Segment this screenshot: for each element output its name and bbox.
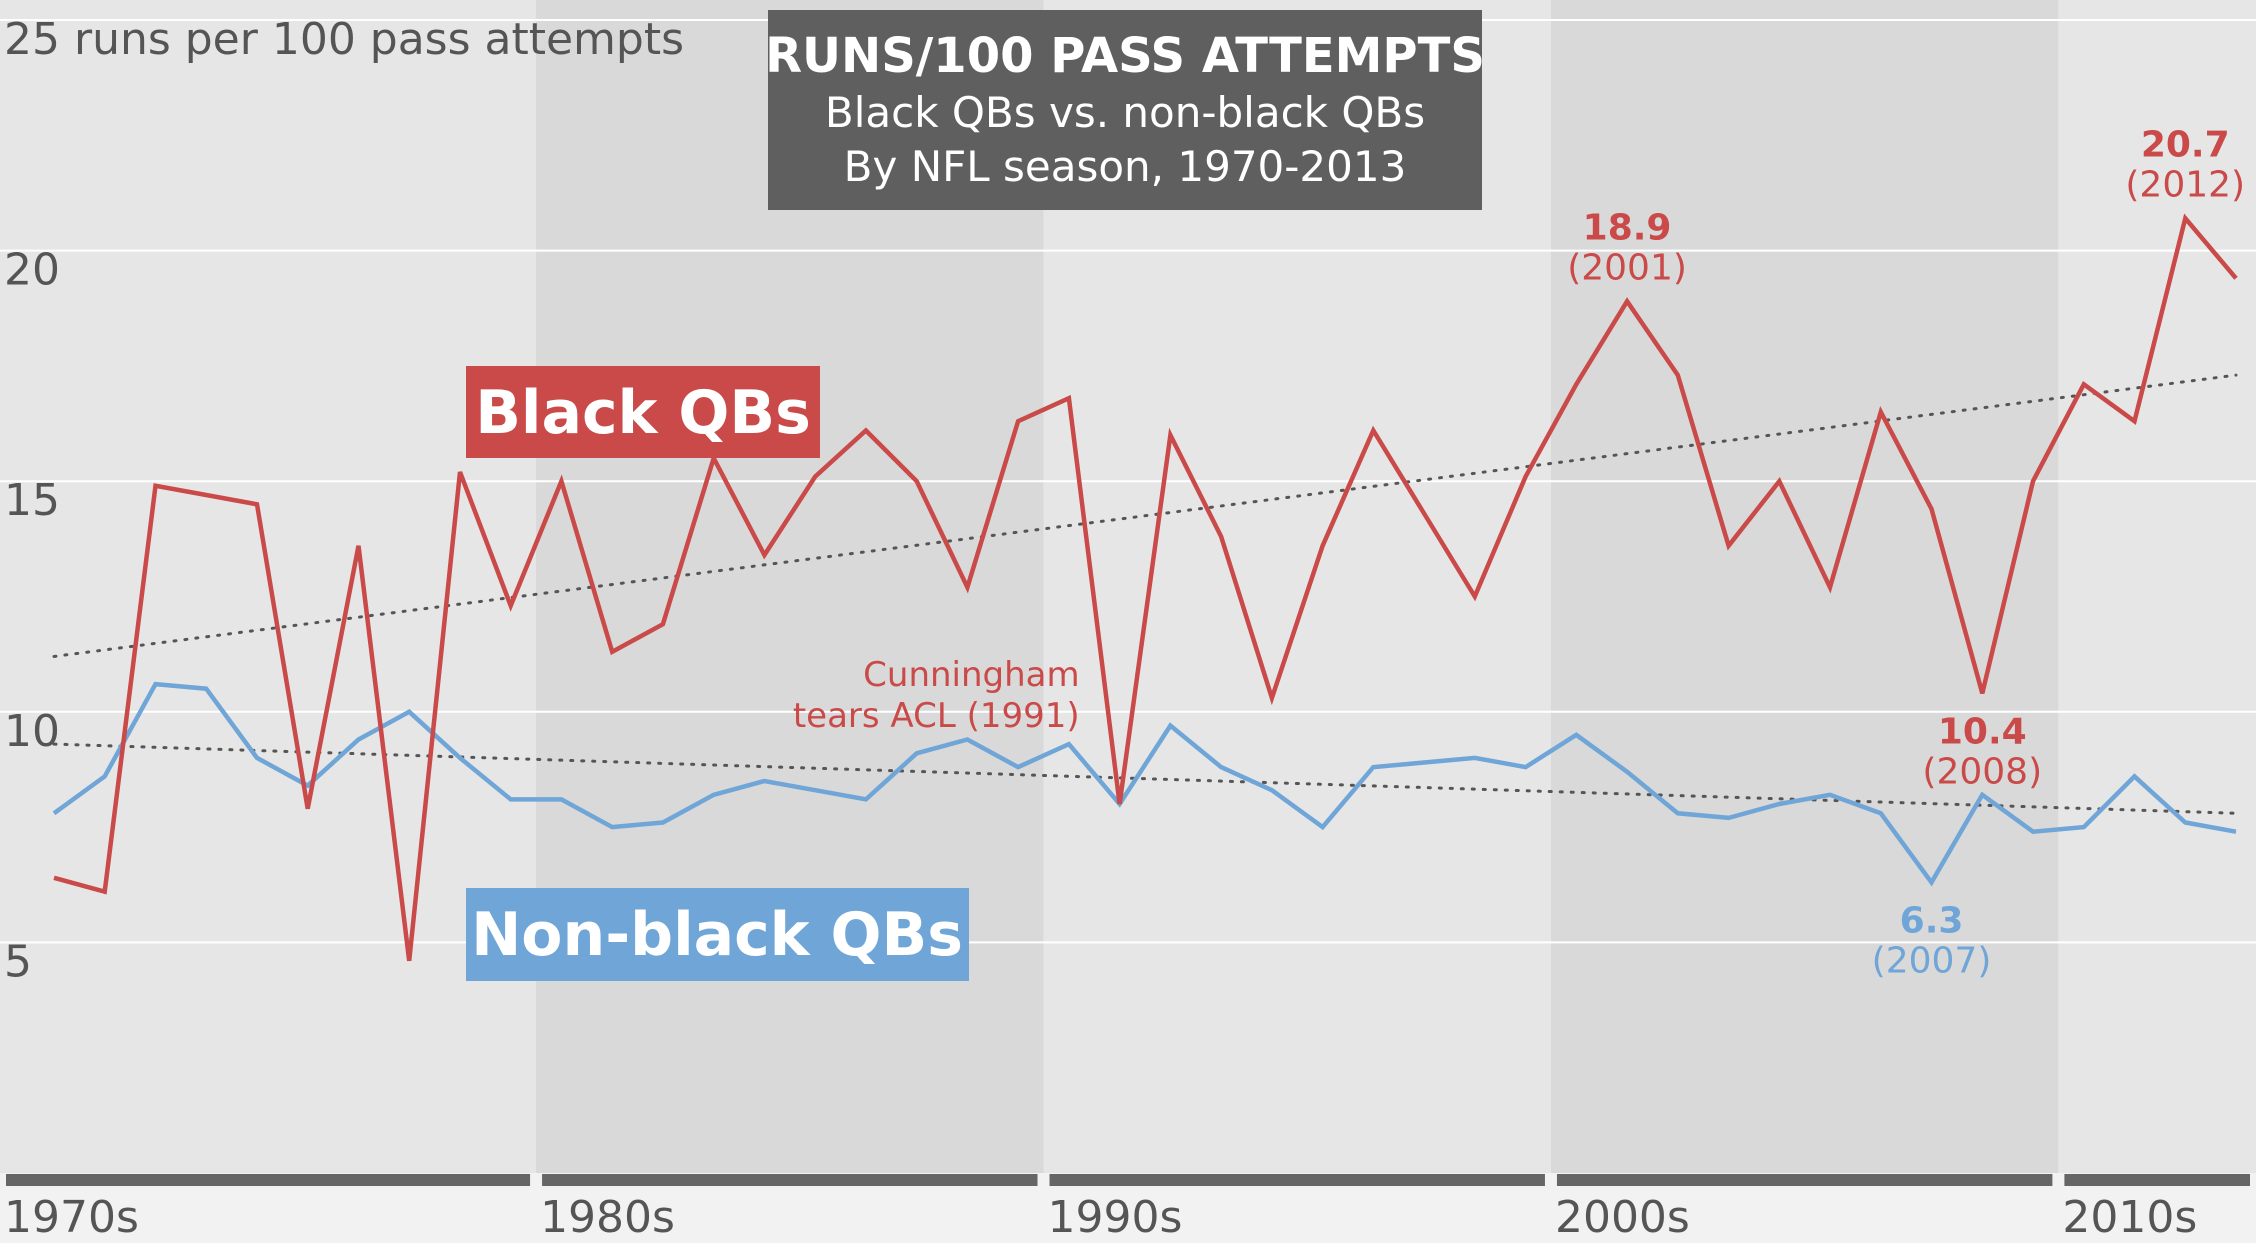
annotation-year-2008: (2008)	[1922, 751, 2042, 792]
y-tick-label-5: 5	[4, 936, 32, 987]
decade-bar-1980s	[542, 1174, 1038, 1186]
decade-label-1990s: 1990s	[1048, 1192, 1183, 1243]
decade-bar-1970s	[6, 1174, 531, 1186]
chart-title: RUNS/100 PASS ATTEMPTS	[765, 28, 1485, 84]
decade-label-2000s: 2000s	[1555, 1192, 1690, 1243]
legend-black-qbs: Black QBs	[466, 366, 820, 458]
decade-bar-2000s	[1556, 1174, 2053, 1186]
annotation-value-2012: 20.7	[2141, 124, 2230, 165]
series-lines	[52, 213, 2238, 962]
series-line-black-qbs	[53, 213, 2238, 962]
y-ticks: 5 10 15 20 25 runs per 100 pass attempts	[4, 14, 684, 987]
legend-non-black-qbs: Non-black QBs	[466, 888, 969, 981]
trendline-non-black-qbs	[52, 742, 2238, 815]
annotation-value-2007: 6.3	[1900, 900, 1964, 941]
chart-subtitle-line-1: Black QBs vs. non-black QBs	[825, 88, 1425, 137]
legend-non-black-qbs-swatch	[466, 888, 969, 981]
decade-bar-1990s	[1049, 1174, 1545, 1186]
decade-label-1980s: 1980s	[540, 1192, 675, 1243]
y-tick-label-15: 15	[4, 475, 60, 526]
y-tick-label-10: 10	[4, 706, 60, 757]
decade-band-2010s	[2058, 0, 2256, 1173]
legend-black-qbs-swatch	[466, 366, 820, 458]
y-tick-label-20: 20	[4, 245, 60, 296]
decade-axis: 1970s 1980s 1990s 2000s 2010s	[4, 1174, 2250, 1243]
decade-label-1970s: 1970s	[4, 1192, 139, 1243]
chart-subtitle-line-2: By NFL season, 1970-2013	[844, 142, 1407, 191]
annotation-value-2001: 18.9	[1583, 207, 1672, 248]
annotation-year-2001: (2001)	[1567, 247, 1687, 288]
legend-non-black-qbs-label: Non-black QBs	[471, 900, 963, 970]
note-line-1: Cunningham	[863, 655, 1079, 695]
annotation-value-2008: 10.4	[1938, 711, 2027, 752]
series-line-non-black-qbs	[52, 681, 2237, 887]
annotation-year-2007: (2007)	[1872, 940, 1992, 981]
y-tick-label-25: 25 runs per 100 pass attempts	[4, 14, 684, 65]
trendlines	[52, 373, 2238, 815]
title-background	[768, 10, 1482, 210]
title-box: RUNS/100 PASS ATTEMPTS Black QBs vs. non…	[765, 10, 1485, 210]
decade-band-1970s	[0, 0, 537, 1173]
annotations: 18.9(2001) 20.7(2012) 10.4(2008) 6.3(2007) C…	[793, 124, 2245, 981]
trendline-black-qbs	[52, 373, 2238, 658]
decade-bar-2010s	[2064, 1174, 2250, 1186]
legend-black-qbs-label: Black QBs	[475, 378, 811, 448]
decade-label-2010s: 2010s	[2062, 1192, 2197, 1243]
annotation-year-2012: (2012)	[2125, 164, 2245, 205]
decade-band-2000s	[1550, 0, 2059, 1173]
note-line-2: tears ACL (1991)	[793, 696, 1080, 736]
